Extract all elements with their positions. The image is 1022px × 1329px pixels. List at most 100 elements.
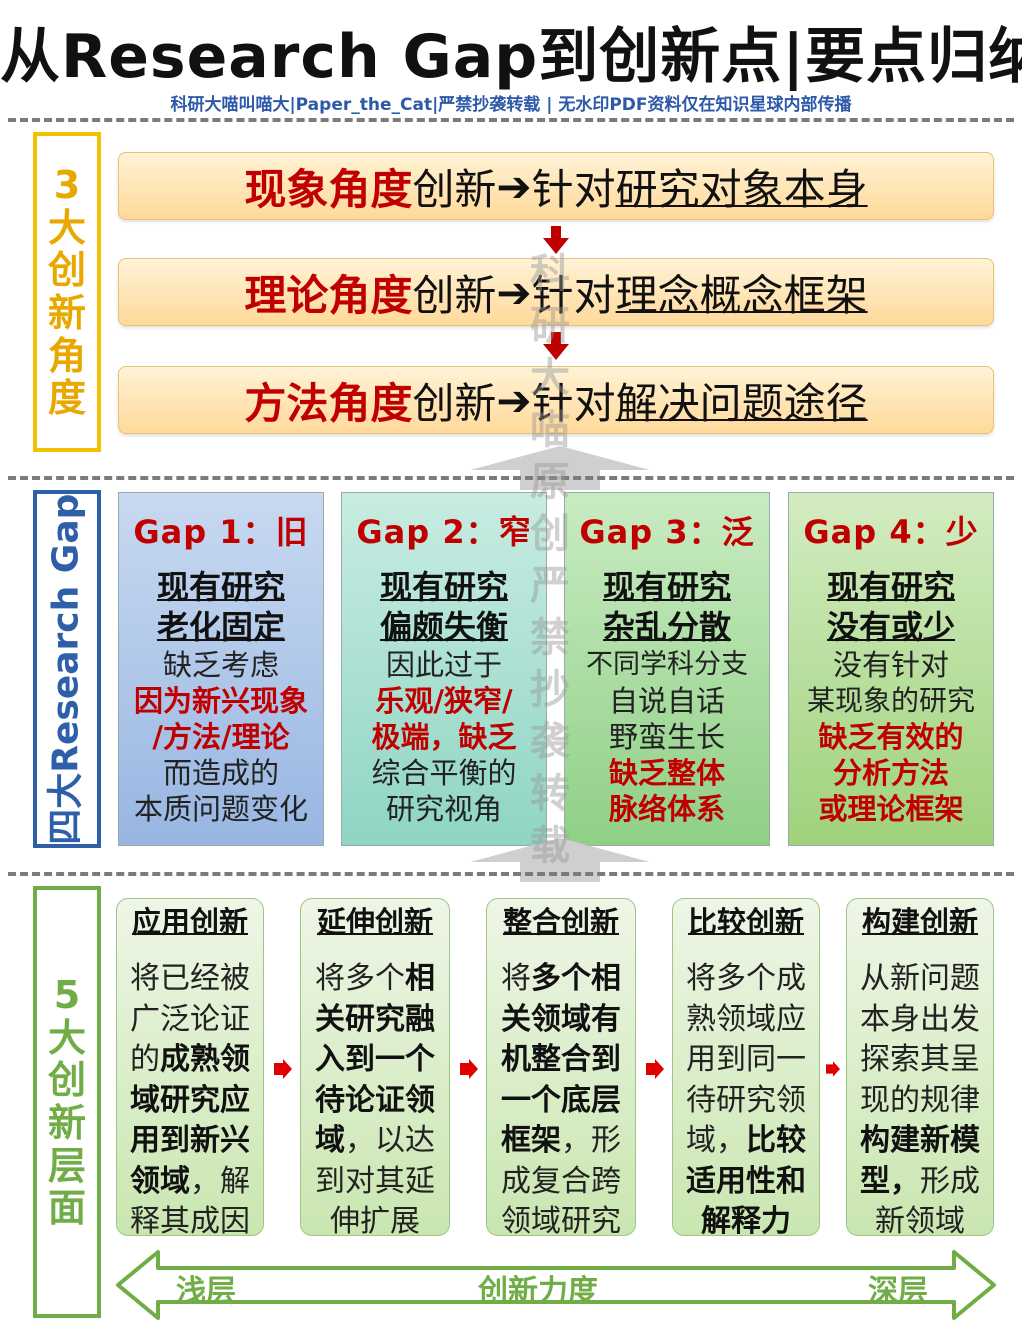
right-arrow-icon: ➔ [496,375,532,425]
divider-1 [8,118,1014,122]
level-line: 用到同一 [686,1042,806,1077]
page-subtitle: 科研大喵叫喵大|Paper_the_Cat|严禁抄袭转载 | 无水印PDF资料仅… [170,95,852,115]
section1-label: 3 大 创 新 角 度 [33,132,101,452]
level-line: 适用性和 [686,1163,806,1199]
section2-label: 四大Research Gap [33,490,101,848]
section3-label-char: 5 [53,973,81,1018]
level-line: 熟领域应 [686,1001,806,1037]
gap-title: Gap 1：旧 [133,513,309,551]
gap-line: 而造成的 [162,756,279,790]
watermark-char: 抄 [530,667,570,713]
section1-label-char: 创 [47,248,86,293]
gap-line: 不同学科分支 [586,649,748,680]
up-arrow-icon [470,446,650,490]
watermark-char: 严 [530,563,570,609]
gap-line: 脉络体系 [608,792,725,826]
divider-3 [8,872,1014,876]
up-arrow-icon [470,838,650,882]
watermark-char: 大 [530,355,570,401]
watermark-char: 禁 [530,615,570,661]
level-line: 新领域 [875,1204,965,1236]
level-line: 域研究应 [130,1082,250,1118]
gap-line: 自说自话 [608,684,725,718]
gap-line: 因为新兴现象 [133,684,308,718]
gap-head: 没有或少 [826,608,955,646]
angle-name: 理论角度 [244,270,413,320]
gap-line: 分析方法 [832,756,949,790]
gap-head: 老化固定 [156,608,285,646]
gap-line: 研究视角 [385,792,502,826]
watermark-char: 研 [530,303,570,349]
angle-name: 方法角度 [244,378,413,428]
gap-4-card: Gap 4：少 现有研究 没有或少 没有针对 某现象的研究 缺乏有效的 分析方法… [788,492,994,846]
angle-target-prefix: 针对 [531,164,616,214]
angle-mid: 创新 [412,164,497,214]
gap-2-card: Gap 2：窄 现有研究 偏颇失衡 因此过于 乐观/狭窄/ 极端，缺乏 综合平衡… [341,492,547,846]
section1-label-char: 3 [53,163,81,208]
section1-label-char: 新 [47,291,86,335]
level-line: 探索其呈 [860,1042,980,1077]
level-comparison: 比较创新 将多个成 熟领域应 用到同一 待研究领 域，比较 适用性和 解释力 [672,898,820,1236]
level-line: 的成熟领 [130,1042,250,1077]
section3-label: 5 大 创 新 层 面 [33,886,101,1318]
level-line: 成复合跨 [501,1163,621,1199]
level-line: 解释力 [701,1204,791,1236]
angle-target: 解决问题途径 [615,378,868,428]
page-title: 从Research Gap到创新点|要点归纳 [0,22,1022,92]
watermark-char: 载 [530,823,570,869]
right-arrow-icon [274,1059,292,1079]
section3-label-char: 新 [47,1101,86,1145]
gap-line: 乐观/狭窄/ [375,684,513,718]
level-line: 入到一个 [315,1042,435,1077]
down-arrow-icon [543,332,569,360]
level-line: 关研究融 [315,1001,435,1037]
level-line: 机整合到 [501,1042,621,1077]
level-line: 将多个相 [315,961,435,996]
level-line: 将多个成 [686,961,806,996]
level-line: 域，比较 [686,1123,806,1158]
gap-line: 某现象的研究 [806,684,975,717]
level-line: 领域，解 [130,1163,250,1199]
angle-phenomenon: 现象角度 创新 ➔ 针对 研究对象本身 [118,152,994,220]
gap-line: 缺乏考虑 [162,648,279,682]
level-line: 一个底层 [501,1082,621,1118]
level-integration: 整合创新 将多个相 关领域有 机整合到 一个底层 框架，形 成复合跨 领域研究 [486,898,636,1236]
gap-3-card: Gap 3：泛 现有研究 杂乱分散 不同学科分支 自说自话 野蛮生长 缺乏整体 … [564,492,770,846]
down-arrow-icon [543,226,569,254]
angle-target: 理念概念框架 [615,270,868,320]
right-arrow-icon: ➔ [496,267,532,317]
gap-title: Gap 3：泛 [579,513,755,551]
gap-line: 没有针对 [832,648,949,682]
watermark-char: 原 [530,459,570,505]
section1-label-char: 度 [47,376,86,421]
gap-line: 综合平衡的 [371,756,517,790]
level-line: 本身出发 [860,1001,980,1037]
angle-name: 现象角度 [244,164,413,214]
level-head: 延伸创新 [316,905,433,939]
level-line: 待论证领 [315,1082,435,1118]
right-arrow-icon [646,1059,664,1079]
section2-label-text: 四大Research Gap [45,493,87,845]
angle-target-prefix: 针对 [531,270,616,320]
gap-1-card: Gap 1：旧 现有研究 老化固定 缺乏考虑 因为新兴现象 /方法/理论 而造成… [118,492,324,846]
watermark-char: 喵 [530,407,570,453]
level-head: 整合创新 [502,905,619,939]
watermark-char: 袭 [530,719,570,765]
gap-title: Gap 4：少 [803,513,979,551]
divider-2 [8,476,1014,480]
angle-theory: 理论角度 创新 ➔ 针对 理念概念框架 [118,258,994,326]
level-line: 领域研究 [501,1204,621,1236]
angle-target: 研究对象本身 [615,164,868,214]
gap-line: 缺乏整体 [608,756,725,790]
depth-scale-arrow [116,1250,996,1320]
level-line: 广泛论证 [130,1001,250,1037]
section3-label-char: 层 [47,1143,86,1188]
level-application: 应用创新 将已经被 广泛论证 的成熟领 域研究应 用到新兴 领域，解 释其成因 [116,898,264,1236]
gap-head: 现有研究 [156,568,285,606]
section1-label-char: 角 [47,333,86,378]
gap-title: Gap 2：窄 [356,513,532,551]
level-line: 构建新模 [860,1123,980,1158]
level-line: 关领域有 [501,1001,621,1037]
scale-right-label: 深层 [868,1274,928,1309]
level-line: 域，以达 [315,1123,435,1158]
